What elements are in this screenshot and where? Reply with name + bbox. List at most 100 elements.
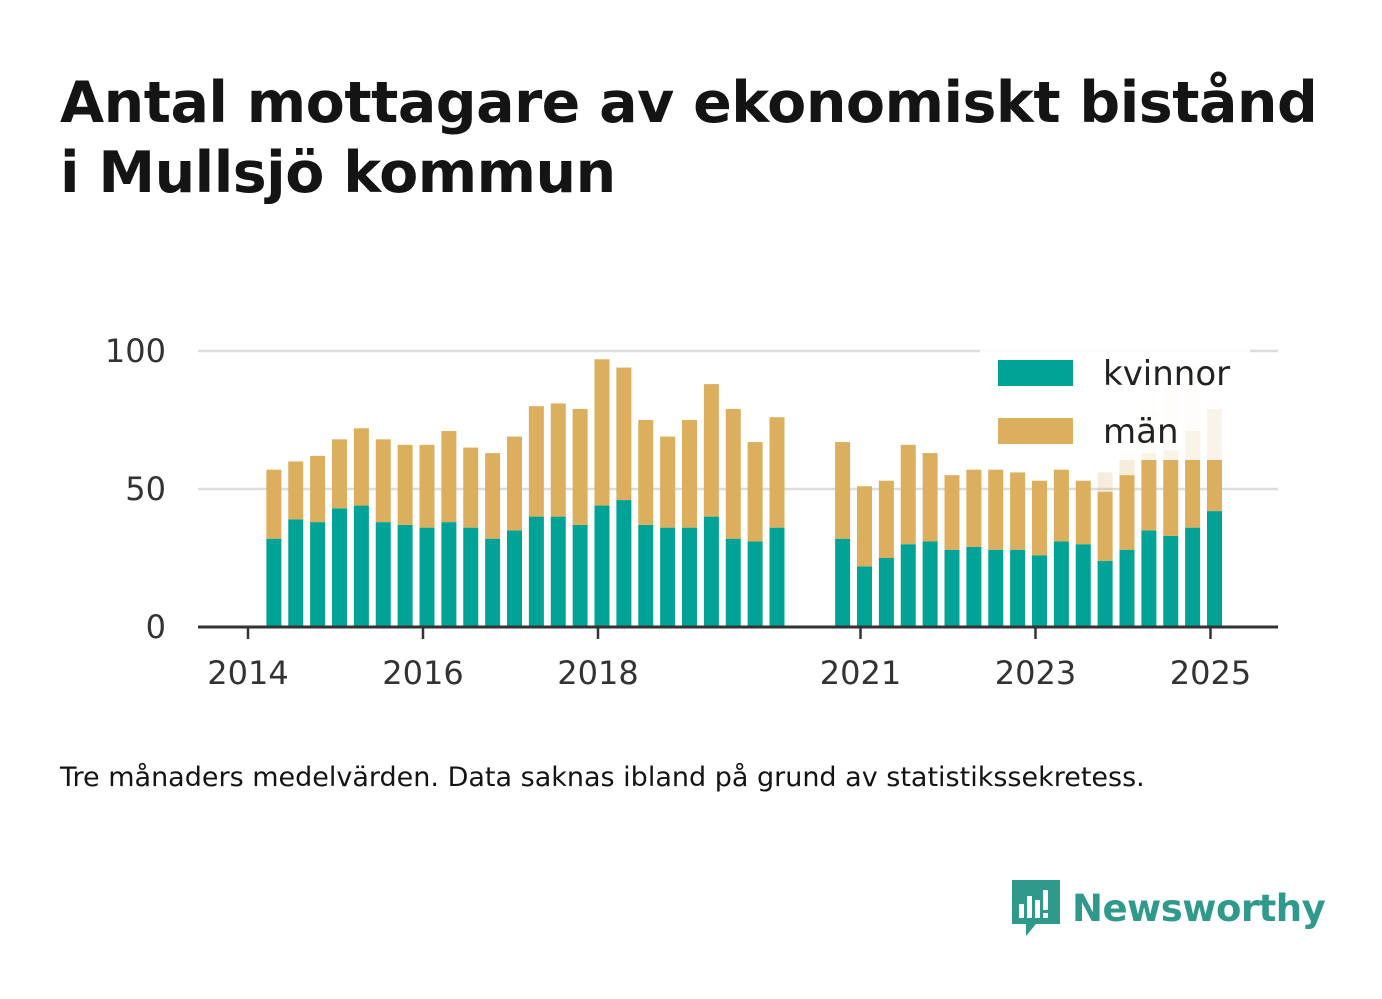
bar-kvinnor — [353, 505, 369, 627]
x-tick-label: 2023 — [995, 654, 1076, 692]
bar-man — [332, 439, 347, 509]
bar-man — [1097, 491, 1113, 561]
y-tick-label: 0 — [146, 608, 166, 646]
bar-man — [266, 469, 282, 539]
bar-man — [660, 436, 676, 528]
bar-kvinnor — [878, 558, 894, 627]
bar-kvinnor — [1163, 535, 1179, 627]
bar-kvinnor — [375, 522, 391, 627]
bar-man — [1119, 475, 1135, 550]
bar-kvinnor — [485, 538, 501, 627]
bar-kvinnor — [988, 549, 1004, 627]
chart-title: Antal mottagare av ekonomiskt bistånd i … — [60, 70, 1318, 206]
bar-man — [725, 408, 741, 539]
bar-kvinnor — [747, 541, 763, 627]
bar-man — [1053, 469, 1069, 542]
legend-swatch — [998, 418, 1073, 444]
legend-label: kvinnor — [1103, 354, 1230, 394]
bar-kvinnor — [463, 527, 479, 627]
bar-kvinnor — [332, 508, 347, 627]
bar-man — [638, 420, 654, 525]
bar-man — [550, 403, 566, 517]
bar-man — [835, 442, 851, 539]
bar-kvinnor — [1053, 541, 1069, 627]
bar-man — [397, 444, 413, 525]
bar-kvinnor — [572, 524, 588, 627]
bar-kvinnor — [900, 544, 916, 627]
bar-man — [878, 480, 894, 558]
chart-caption: Tre månaders medelvärden. Data saknas ib… — [60, 762, 1145, 793]
bar-man — [528, 406, 544, 517]
bar-kvinnor — [1141, 530, 1157, 627]
bar-kvinnor — [966, 546, 982, 627]
y-tick-label: 50 — [125, 470, 166, 508]
bar-man — [463, 447, 479, 528]
bar-man — [769, 417, 785, 528]
bar-kvinnor — [769, 527, 785, 627]
bar-kvinnor — [594, 505, 610, 627]
bar-kvinnor — [1075, 544, 1091, 627]
bar-man — [1075, 480, 1091, 545]
bar-kvinnor — [922, 541, 938, 627]
bar-man — [594, 359, 610, 506]
bar-man — [944, 475, 960, 550]
x-tick-label: 2025 — [1170, 654, 1251, 692]
bar-kvinnor — [1185, 527, 1201, 627]
legend-label: män — [1103, 412, 1179, 452]
bar-man — [682, 420, 697, 528]
bar-man — [288, 461, 304, 520]
y-tick-label: 100 — [105, 332, 166, 370]
bar-man — [1010, 472, 1026, 550]
bar-kvinnor — [1119, 549, 1135, 627]
brand-name: Newsworthy — [1072, 886, 1326, 930]
bar-man — [616, 367, 632, 501]
bar-man — [1141, 453, 1157, 531]
newsworthy-icon — [1012, 880, 1060, 936]
bar-man — [1163, 450, 1179, 536]
x-tick-label: 2021 — [820, 654, 901, 692]
bar-man — [353, 428, 369, 506]
bar-man — [900, 444, 916, 545]
bar-man — [747, 442, 763, 542]
bar-kvinnor — [944, 549, 960, 627]
bar-man — [310, 455, 326, 523]
bar-man — [922, 453, 938, 542]
bar-kvinnor — [1032, 555, 1047, 627]
brand-logo[interactable]: Newsworthy — [1010, 878, 1326, 938]
bar-kvinnor — [507, 530, 522, 627]
bar-kvinnor — [1097, 560, 1113, 627]
bar-man — [1032, 480, 1047, 556]
bar-kvinnor — [266, 538, 282, 627]
bar-man — [441, 431, 457, 523]
bar-man — [419, 444, 435, 528]
bar-kvinnor — [441, 522, 457, 627]
x-tick-label: 2014 — [207, 654, 288, 692]
bar-kvinnor — [703, 516, 719, 627]
bar-man — [375, 439, 391, 523]
bar-kvinnor — [638, 524, 654, 627]
bar-man — [572, 408, 588, 525]
bar-kvinnor — [1207, 511, 1222, 627]
x-tick-label: 2016 — [382, 654, 463, 692]
bar-man — [485, 453, 501, 539]
bar-kvinnor — [835, 538, 851, 627]
bar-kvinnor — [310, 522, 326, 627]
bar-kvinnor — [550, 516, 566, 627]
bar-man — [966, 469, 982, 547]
bar-kvinnor — [857, 566, 872, 627]
bar-kvinnor — [397, 524, 413, 627]
bar-kvinnor — [725, 538, 741, 627]
bar-kvinnor — [288, 519, 304, 627]
bar-man — [703, 384, 719, 517]
bar-kvinnor — [660, 527, 676, 627]
bar-man — [988, 469, 1004, 550]
bars — [266, 359, 1222, 627]
bar-kvinnor — [616, 500, 632, 627]
bar-man-faded — [1097, 472, 1113, 492]
bar-man — [857, 486, 872, 567]
x-tick-label: 2018 — [557, 654, 638, 692]
legend-swatch — [998, 360, 1073, 386]
bar-kvinnor — [1010, 549, 1026, 627]
bar-man — [507, 436, 522, 531]
